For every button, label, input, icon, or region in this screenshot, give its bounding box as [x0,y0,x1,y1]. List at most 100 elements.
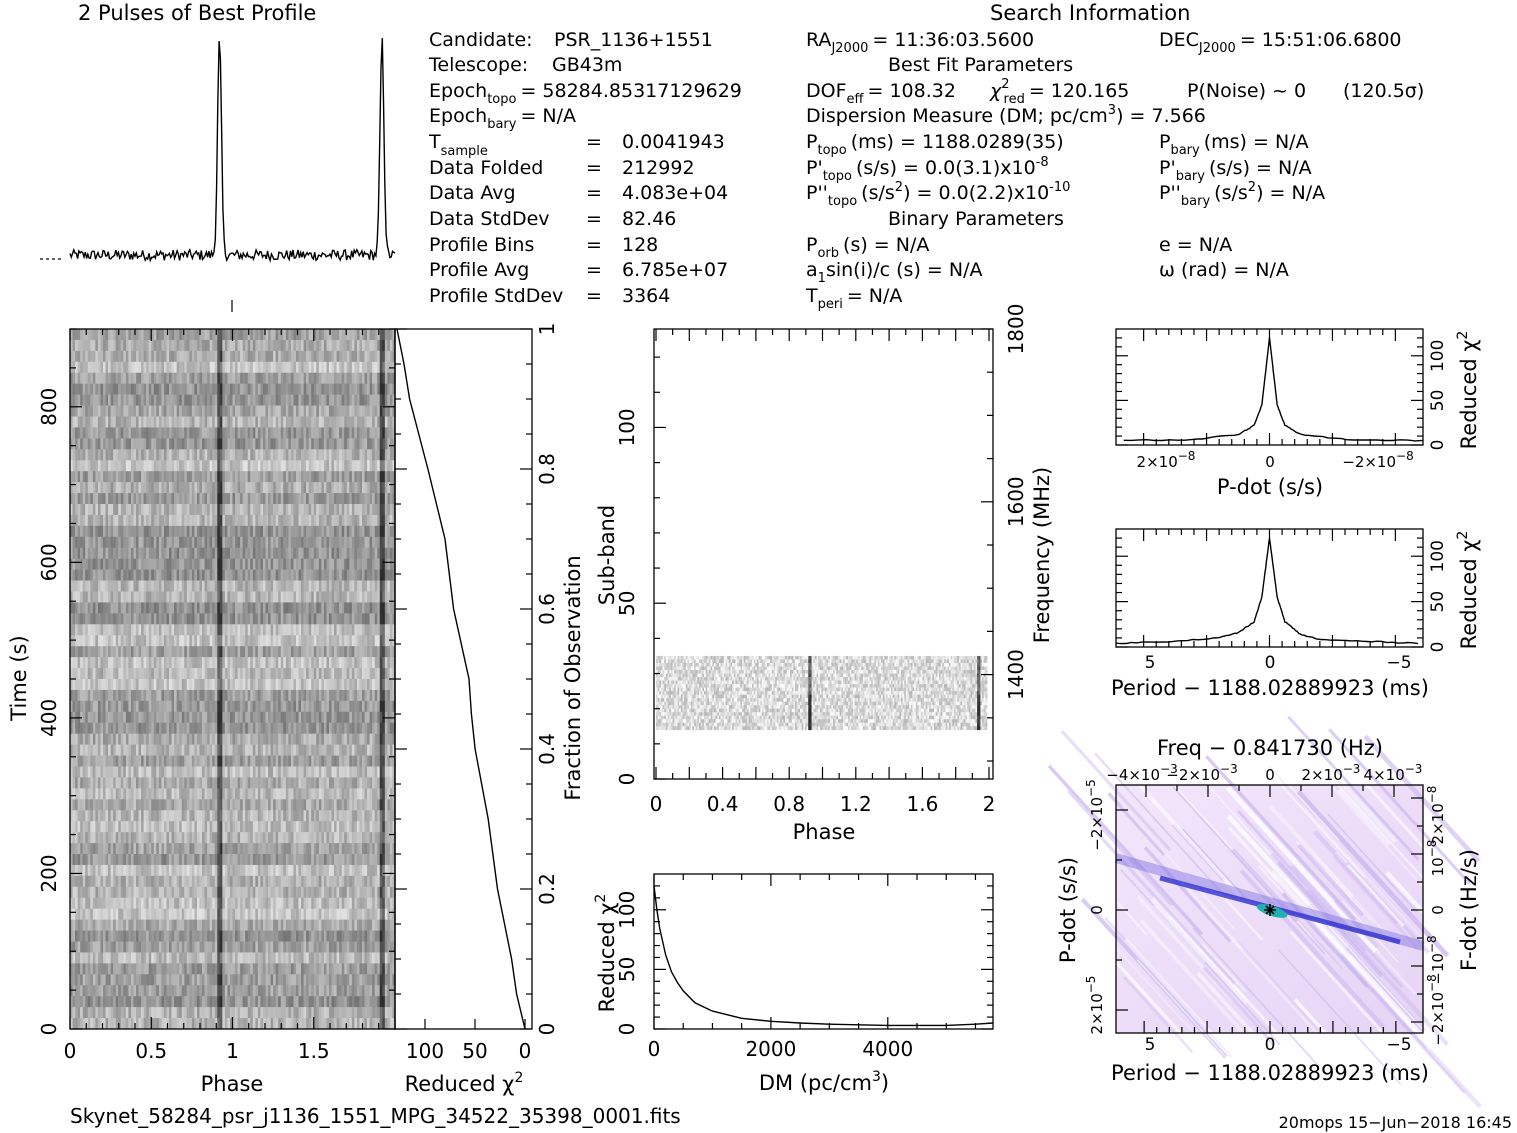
heatmap-cell [367,657,370,669]
heatmap-cell [186,482,190,494]
heatmap-cell [166,427,170,439]
heatmap-cell [125,700,129,713]
heatmap-cell [268,689,271,702]
heatmap-cell [222,624,226,636]
heatmap-cell [184,657,188,669]
heatmap-cell [283,722,287,734]
heatmap-cell [113,350,116,363]
p-bary-row: Pbary (ms) = N/A [1159,131,1309,158]
heatmap-cell [260,361,264,374]
heatmap-cell [270,350,274,363]
heatmap-cell [97,700,101,713]
heatmap-cell [80,547,83,559]
heatmap-cell [209,591,213,603]
heatmap-cell [257,668,261,680]
heatmap-cell [227,558,231,570]
heatmap-cell [115,722,119,734]
heatmap-cell [222,471,226,483]
heatmap-cell [250,416,254,428]
heatmap-cell [146,635,150,647]
heatmap-cell [148,668,152,680]
heatmap-cell [179,514,183,527]
heatmap-cell [189,416,193,428]
heatmap-cell [222,416,226,428]
heatmap-cell [255,591,259,603]
heatmap-cell [354,635,358,647]
heatmap-cell [130,493,134,505]
heatmap-cell [115,536,119,549]
heatmap-cell [196,438,200,450]
heatmap-cell [209,536,213,549]
heatmap-cell [344,449,348,461]
heatmap-cell [351,624,355,636]
heatmap-cell [311,416,315,428]
heatmap-cell [316,536,320,549]
heatmap-cell [303,679,307,691]
heatmap-cell [359,602,363,614]
heatmap-cell [336,657,340,669]
heatmap-cell [125,689,129,702]
heatmap-cell [323,394,327,406]
heatmap-cell [349,536,353,549]
heatmap-cell [245,536,249,549]
heatmap-cell [379,482,383,494]
heatmap-cell [133,460,137,472]
heatmap-cell [303,591,307,603]
heatmap-cell [367,525,370,538]
heatmap-cell [232,416,236,428]
heatmap-cell [90,471,94,483]
heatmap-cell [321,438,325,450]
heatmap-cell [87,339,91,352]
heatmap-cell [72,602,76,614]
heatmap-cell [108,700,111,713]
heatmap-cell [95,668,99,680]
heatmap-cell [136,624,139,636]
heatmap-cell [359,493,363,505]
heatmap-cell [148,679,152,691]
heatmap-cell [143,646,147,658]
heatmap-cell [334,700,337,713]
heatmap-cell [191,350,195,363]
heatmap-cell [316,635,320,647]
heatmap-cell [298,350,302,363]
heatmap-cell [313,438,317,450]
heatmap-cell [70,471,73,483]
heatmap-cell [207,569,210,581]
heatmap-cell [166,733,170,745]
heatmap-cell [288,514,292,527]
heatmap-cell [136,339,139,352]
heatmap-cell [328,525,332,538]
heatmap-cell [100,624,104,636]
heatmap-cell [105,711,109,724]
heatmap-cell [136,547,139,559]
heatmap-cell [389,591,393,603]
heatmap-cell [227,613,231,625]
heatmap-cell [80,514,83,527]
heatmap-cell [229,591,233,603]
heatmap-cell [326,372,330,384]
heatmap-cell [128,482,132,494]
heatmap-cell [85,711,89,724]
heatmap-cell [161,722,165,734]
heatmap-cell [158,525,162,538]
heatmap-cell [273,471,276,483]
heatmap-cell [207,449,210,461]
heatmap-cell [136,689,139,702]
heatmap-cell [136,449,139,461]
heatmap-cell [311,547,315,559]
heatmap-cell [306,493,309,505]
heatmap-cell [318,536,322,549]
heatmap-cell [115,361,119,374]
heatmap-cell [262,471,266,483]
heatmap-cell [100,646,104,658]
heatmap-cell [255,339,259,352]
heatmap-cell [219,569,223,581]
heatmap-cell [341,427,345,439]
heatmap-cell [199,350,203,363]
heatmap-cell [351,438,355,450]
heatmap-cell [80,679,83,691]
heatmap-cell [382,339,386,352]
heatmap-cell [92,722,96,734]
heatmap-cell [349,438,353,450]
heatmap-cell [100,635,104,647]
